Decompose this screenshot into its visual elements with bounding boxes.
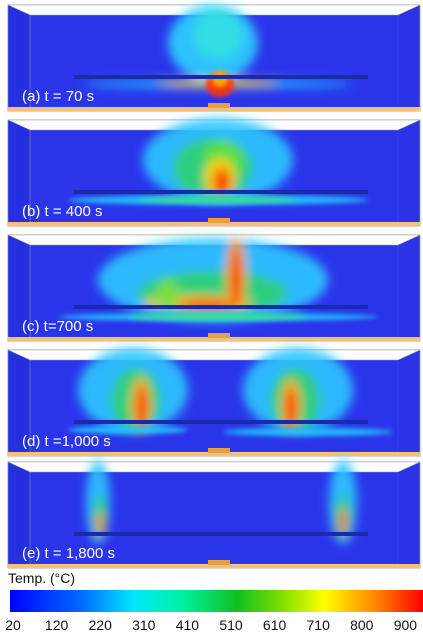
plate [74, 305, 368, 309]
panel: (c) t=700 s [7, 234, 421, 342]
panel-label: (d) t =1,000 s [22, 433, 111, 450]
colorbar-tick-label: 120 [45, 617, 69, 633]
flame [286, 388, 296, 428]
colorbar-tick-label: 220 [89, 617, 113, 633]
colorbar-tick-label: 510 [219, 617, 243, 633]
flame [96, 512, 104, 536]
flames [86, 460, 357, 544]
flames [78, 348, 353, 433]
fire-source [208, 103, 230, 108]
flame [231, 245, 241, 309]
flame [223, 428, 393, 436]
floor [8, 452, 420, 456]
panel: (b) t = 400 s [7, 118, 421, 227]
fire-source [208, 333, 230, 338]
colorbar-tick-label: 310 [132, 617, 156, 633]
floor [8, 337, 420, 341]
panel: (d) t =1,000 s [7, 348, 421, 457]
colorbar-tick-label: 800 [350, 617, 374, 633]
colorbar [10, 590, 423, 612]
flames [98, 237, 328, 322]
colorbar-tick-label: 710 [307, 617, 331, 633]
panel-label: (b) t = 400 s [22, 203, 102, 220]
flames [143, 118, 293, 202]
plate [74, 75, 368, 79]
colorbar-tick-label: 410 [176, 617, 200, 633]
panel: (a) t = 70 s [7, 4, 421, 112]
colorbar-tick-label: 900 [394, 617, 418, 633]
ceiling [7, 461, 421, 473]
plate [74, 190, 368, 194]
panel-label: (e) t = 1,800 s [22, 545, 115, 562]
colorbar-tick-label: 610 [263, 617, 287, 633]
colorbar-tick-label: 20 [5, 617, 21, 633]
fire-source [208, 218, 230, 223]
flame [68, 426, 188, 434]
floor [8, 222, 420, 226]
flame [128, 314, 308, 320]
plate [74, 420, 368, 424]
ceiling [7, 349, 421, 361]
flame [193, 10, 243, 60]
plate [74, 532, 368, 536]
flame [137, 386, 147, 430]
panel-label: (c) t=700 s [22, 318, 93, 335]
flame [156, 280, 180, 310]
fire-source [208, 448, 230, 453]
colorbar-label: Temp. (°C) [8, 570, 75, 586]
flame [339, 508, 347, 536]
panel-label: (a) t = 70 s [22, 88, 94, 105]
flame [214, 168, 230, 196]
floor [8, 564, 420, 568]
fire-source [208, 560, 230, 565]
panel: (e) t = 1,800 s [7, 460, 421, 569]
floor [8, 107, 420, 111]
flame [138, 197, 298, 203]
